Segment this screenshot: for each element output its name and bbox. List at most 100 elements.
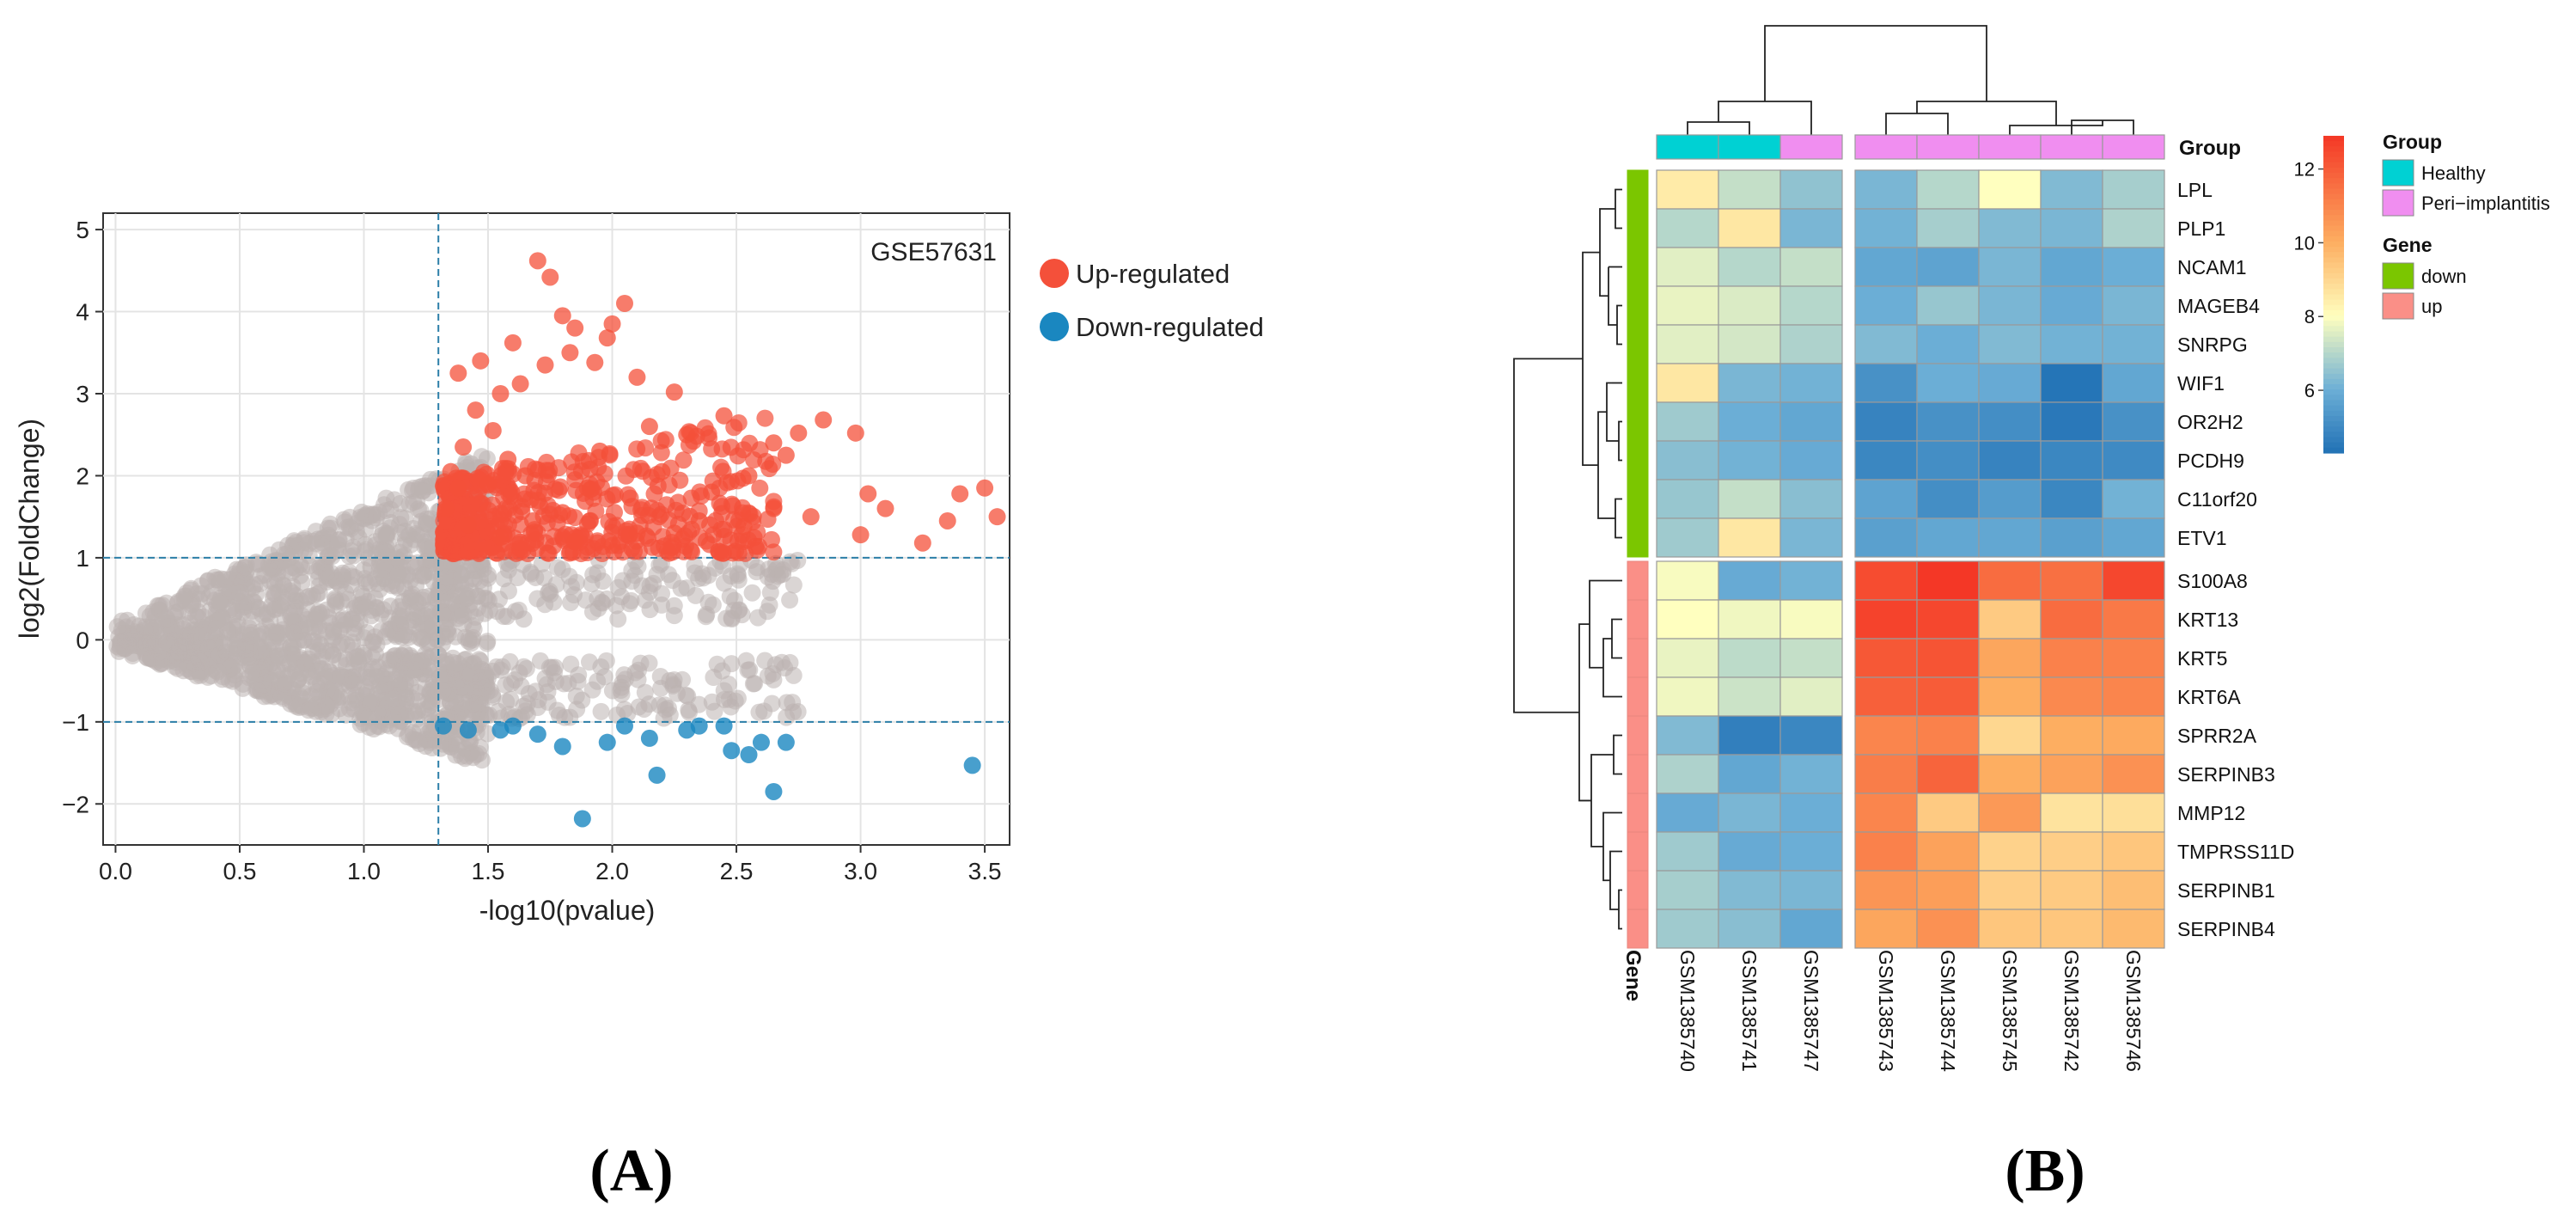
up-regulated-point: [628, 368, 646, 386]
colorbar-segment: [2323, 230, 2344, 237]
heatmap-cell: [1718, 638, 1781, 678]
nonsig-point: [434, 682, 452, 700]
nonsig-point: [345, 650, 363, 668]
nonsig-point: [376, 715, 394, 733]
colorbar-segment: [2323, 242, 2344, 248]
group-annotation-cell: [2102, 134, 2165, 160]
dendrogram-branch: [1718, 101, 1812, 135]
nonsig-point: [395, 626, 413, 644]
up-regulated-point: [790, 424, 808, 442]
heatmap-cell: [2102, 363, 2165, 403]
nonsig-point: [471, 688, 489, 706]
colorbar-segment: [2323, 272, 2344, 279]
nonsig-point: [414, 567, 432, 585]
colorbar-tick-label: 6: [2304, 380, 2315, 401]
heatmap-cell: [1854, 754, 1918, 794]
up-regulated-point: [637, 439, 655, 457]
group-annotation-cell: [1916, 134, 1980, 160]
heatmap-cell: [1854, 285, 1918, 326]
group-annotation-cell: [1854, 134, 1918, 160]
nonsig-point: [263, 623, 281, 641]
dendrogram-branch: [1618, 889, 1622, 930]
dendrogram-branch: [1602, 811, 1622, 882]
nonsig-point: [235, 570, 253, 588]
row-label: SNRPG: [2177, 334, 2248, 356]
heatmap-panel: LPL PLP1 NCAM1 MAGEB4 SNRPG WIF1 OR2H2 PCDH9 C11…: [1513, 25, 2550, 1204]
row-label: S100A8: [2177, 570, 2248, 592]
nonsig-point: [713, 662, 731, 680]
colorbar-segment: [2323, 294, 2344, 301]
heatmap-cell: [1718, 247, 1781, 287]
legend-healthy-label: Healthy: [2421, 162, 2486, 184]
group-annotation-cell: [1656, 134, 1719, 160]
heatmap-cell: [2102, 870, 2165, 910]
up-regulated-point: [658, 542, 676, 560]
heatmap-cell: [1916, 169, 1980, 210]
up-regulated-point: [628, 524, 646, 542]
column-label: GSM1385743: [1875, 950, 1897, 1072]
row-label: MAGEB4: [2177, 295, 2260, 317]
row-label: WIF1: [2177, 372, 2225, 395]
gene-annotation-cell: [1627, 517, 1649, 558]
up-regulated-point: [765, 499, 783, 517]
heatmap-cell: [1854, 715, 1918, 756]
nonsig-point: [362, 694, 380, 712]
heatmap-cell: [1854, 831, 1918, 872]
up-regulated-point: [700, 536, 718, 554]
up-regulated-point: [756, 409, 774, 427]
colorbar-segment: [2323, 373, 2344, 380]
heatmap-cell: [2102, 247, 2165, 287]
nonsig-point: [250, 600, 268, 618]
volcano-legend: Up-regulated Down-regulated: [1040, 259, 1264, 342]
up-regulated-point: [938, 511, 956, 529]
nonsig-point: [212, 609, 230, 627]
up-regulated-point: [690, 511, 708, 529]
heatmap-cell: [1718, 363, 1781, 403]
nonsig-point: [338, 518, 356, 536]
up-regulated-points: [435, 252, 1006, 563]
nonsig-point: [546, 658, 564, 676]
heatmap-cell: [1854, 638, 1918, 678]
row-label: PCDH9: [2177, 450, 2244, 472]
heatmap-cell: [1656, 208, 1719, 248]
nonsig-point: [527, 568, 545, 586]
up-regulated-point: [504, 334, 522, 352]
colorbar-segment: [2323, 368, 2344, 375]
up-regulated-point: [665, 383, 683, 401]
colorbar-segment: [2323, 442, 2344, 449]
gene-annotation-cell: [1627, 754, 1649, 794]
nonsig-point: [251, 664, 269, 682]
gene-annotation-cell: [1627, 479, 1649, 519]
heatmap-cell: [1779, 440, 1843, 480]
heatmap-cell: [1978, 363, 2042, 403]
up-regulated-point: [541, 268, 559, 286]
nonsig-point: [556, 708, 574, 726]
heatmap-cell: [2040, 793, 2103, 833]
up-regulated-point: [802, 508, 820, 526]
down-regulated-points: [434, 717, 981, 828]
heatmap-cell: [1656, 831, 1719, 872]
nonsig-point: [448, 672, 466, 690]
heatmap-cell: [2102, 169, 2165, 210]
nonsig-point: [730, 601, 748, 619]
heatmap-cell: [1779, 285, 1843, 326]
heatmap-cell: [1656, 676, 1719, 717]
up-regulated-point: [484, 421, 502, 439]
heatmap-cell: [2102, 517, 2165, 558]
up-regulated-point: [566, 319, 584, 337]
legend-upgene-swatch: [2382, 292, 2414, 320]
nonsig-point: [443, 570, 461, 588]
up-regulated-point: [436, 499, 455, 517]
colorbar-segment: [2323, 215, 2344, 221]
nonsig-point: [565, 586, 583, 604]
nonsig-point: [789, 703, 807, 721]
down-regulated-point: [765, 782, 783, 800]
legend-healthy-swatch: [2382, 159, 2414, 187]
nonsig-point: [160, 618, 178, 636]
heatmap-cell: [1854, 324, 1918, 364]
nonsig-point: [776, 659, 794, 677]
nonsig-point: [265, 584, 283, 602]
up-regulated-point: [729, 532, 748, 550]
nonsig-point: [641, 577, 659, 595]
colorbar-segment: [2323, 257, 2344, 264]
